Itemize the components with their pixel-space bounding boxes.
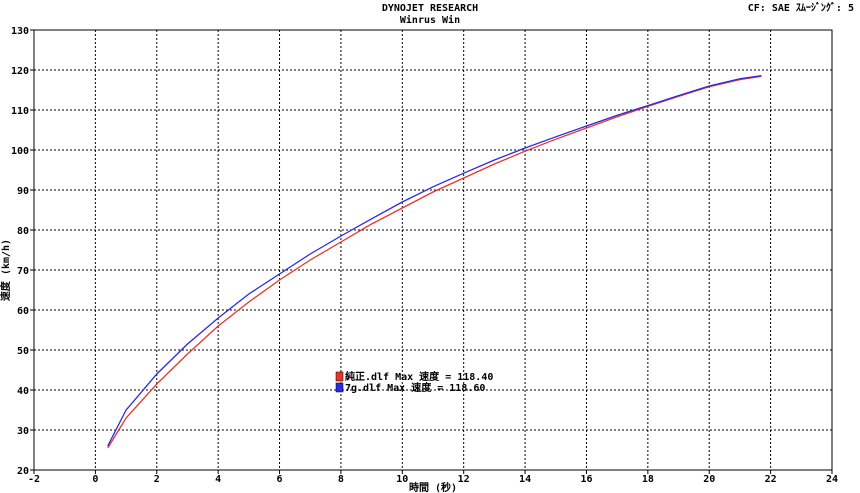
x-tick-label: 6	[277, 474, 283, 485]
series-lines	[107, 74, 762, 449]
legend-label-series-2: 7g.dlf Max 速度 = 118.60	[345, 381, 485, 394]
y-tick-label: 70	[17, 266, 29, 277]
x-tick-label: 22	[765, 474, 777, 485]
cf-smoothing-label: CF: SAE ｽﾑｰｼﾞﾝｸﾞ: 5	[748, 1, 854, 14]
tick-labels: -2 0 2 4 6 8 10 12 14 16 18 20 22 2420304050607080901…	[11, 26, 838, 485]
x-axis-label: 時間 (秒)	[409, 481, 457, 493]
legend: 純正.dlf Max 速度 = 118.40 7g.dlf Max 速度 = 1…	[335, 370, 493, 394]
y-tick-label: 30	[17, 426, 29, 437]
chart-subtitle: Winrus Win	[400, 14, 460, 26]
chart-title: DYNOJET RESEARCH	[382, 3, 478, 14]
y-tick-label: 90	[17, 186, 29, 197]
y-tick-label: 60	[17, 306, 29, 317]
y-tick-label: 80	[17, 226, 29, 237]
y-tick-label: 50	[17, 346, 29, 357]
x-tick-label: 0	[92, 474, 98, 485]
y-tick-label: 110	[11, 106, 29, 117]
legend-swatch-series-2	[335, 382, 344, 393]
plot-frame	[33, 29, 833, 471]
series-line-2	[107, 74, 762, 447]
y-tick-label: 40	[17, 386, 29, 397]
y-axis-label: 速度 (km/h)	[0, 239, 12, 301]
x-tick-label: 8	[338, 474, 344, 485]
x-tick-label: 2	[154, 474, 160, 485]
x-tick-label: 14	[519, 474, 531, 485]
x-tick-label: 18	[642, 474, 654, 485]
y-tick-label: 20	[17, 466, 29, 477]
series-line-1	[107, 75, 762, 449]
x-tick-label: 4	[215, 474, 221, 485]
x-tick-label: -2	[28, 474, 40, 485]
legend-swatch-series-1	[335, 371, 344, 382]
x-tick-label: 12	[458, 474, 470, 485]
grid-lines	[34, 30, 832, 470]
x-tick-label: 24	[826, 474, 838, 485]
x-tick-label: 16	[580, 474, 592, 485]
x-tick-label: 10	[396, 474, 408, 485]
y-tick-label: 120	[11, 66, 29, 77]
x-tick-label: 20	[703, 474, 715, 485]
y-tick-label: 100	[11, 146, 29, 157]
y-tick-label: 130	[11, 26, 29, 37]
legend-label-series-1: 純正.dlf Max 速度 = 118.40	[345, 370, 493, 383]
